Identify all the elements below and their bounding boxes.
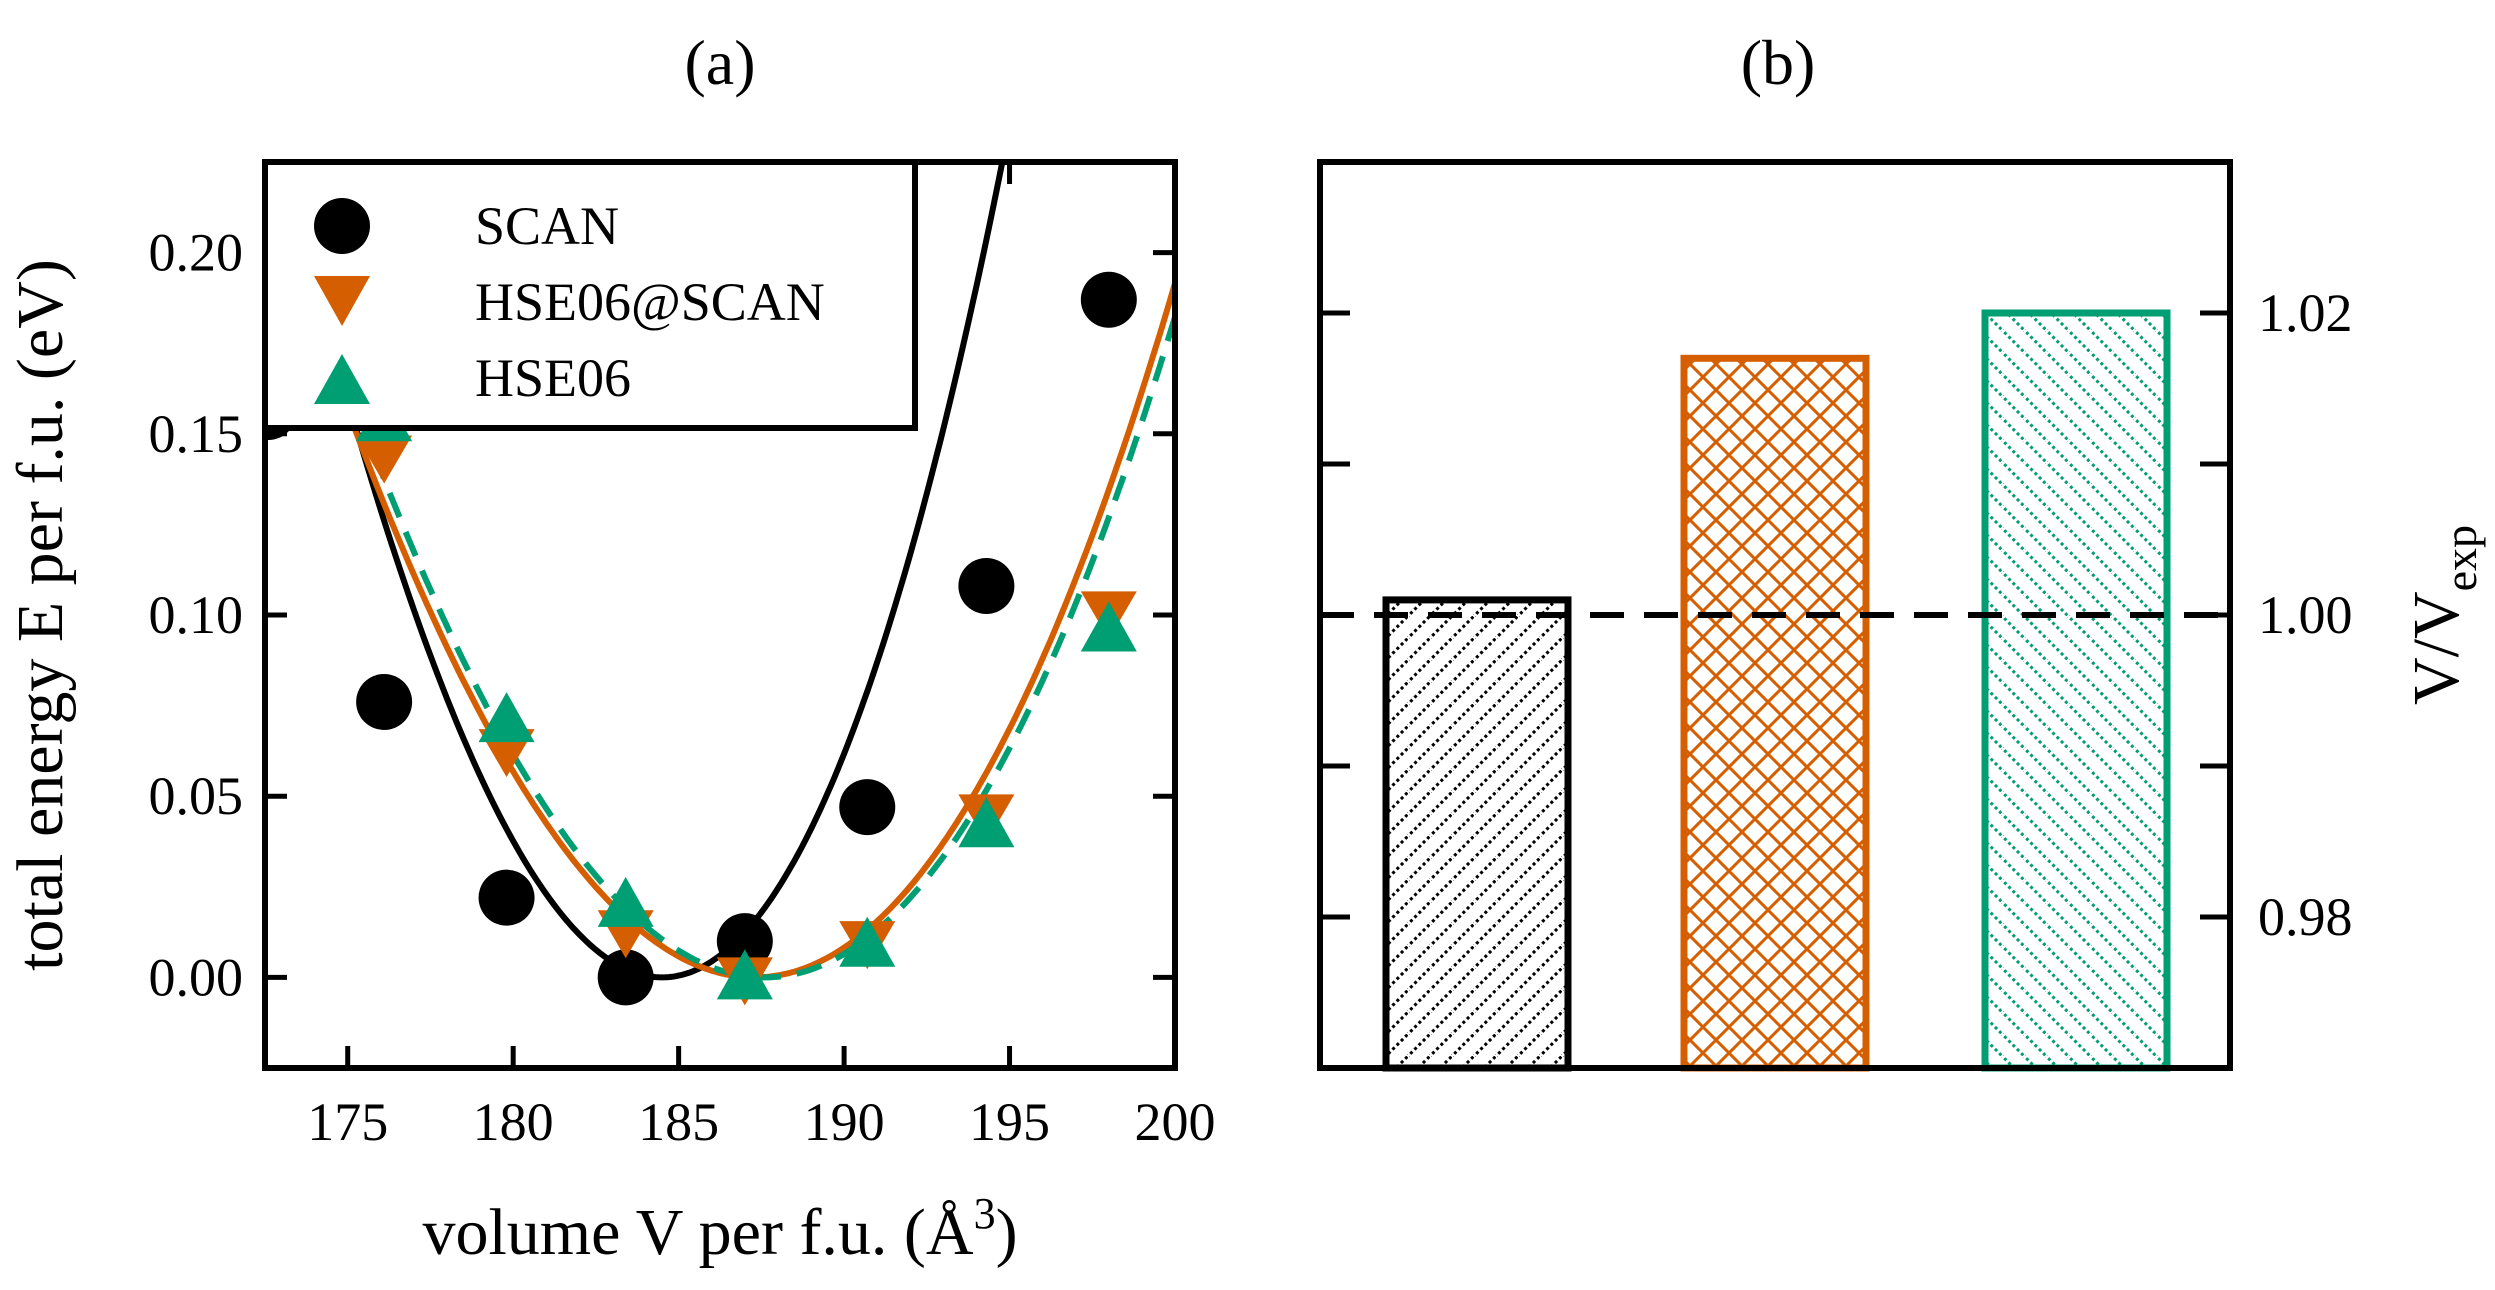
data-point-hse06 (839, 916, 896, 967)
x-tick-label: 200 (1135, 1092, 1216, 1152)
data-point-scan (716, 913, 773, 970)
legend-box (262, 159, 918, 431)
fit-curve-hse06 (269, 162, 1175, 981)
y-tick-label: 1.02 (2258, 283, 2353, 343)
data-point-scan (1080, 271, 1137, 328)
data-point-hse06 (597, 876, 654, 927)
x-tick-label: 190 (804, 1092, 885, 1152)
legend-marker-scan (314, 198, 370, 254)
data-point-scan (356, 673, 413, 730)
data-point-hse06 (1080, 601, 1137, 652)
data-point-scan (839, 779, 896, 836)
x-tick-label: 195 (969, 1092, 1050, 1152)
bar-hse06-at-scan (1680, 354, 1870, 1072)
y-tick-label: 0.05 (149, 766, 244, 826)
data-point-scan (958, 558, 1015, 615)
y-axis-ticks: 0.00 0.05 0.10 0.15 0.20 (149, 223, 1175, 1007)
legend-marker-hse06 (314, 354, 370, 404)
panel-b-volume-ratio: (b) 0.98 1.00 1.02 V/Vexp (1317, 27, 2486, 1072)
data-point-scan (597, 949, 654, 1006)
bars (1382, 309, 2171, 1072)
legend-label-hse06-at-scan: HSE06@SCAN (475, 272, 825, 332)
fit-curves (265, 162, 1175, 981)
data-point-scan (478, 869, 535, 926)
legend-marker-hse06-at-scan (314, 276, 370, 326)
data-point-hse06 (958, 797, 1015, 848)
data-point-hse06-at-scan (356, 435, 413, 484)
y-tick-label: 1.00 (2258, 585, 2353, 645)
x-tick-label: 185 (638, 1092, 719, 1152)
y-tick-label: 0.20 (149, 223, 244, 283)
data-point-hse06 (478, 692, 535, 743)
legend: SCAN HSE06@SCAN HSE06 (262, 159, 918, 431)
fit-curve-scan (281, 162, 1006, 981)
y-tick-label: 0.00 (149, 947, 244, 1007)
bar-hse06 (1981, 309, 2171, 1072)
x-axis-ticks: 175 180 185 190 195 200 (307, 162, 1216, 1152)
y-axis-title-b: V/Vexp (2400, 525, 2486, 705)
y-tick-label: 0.15 (149, 404, 244, 464)
legend-label-scan: SCAN (475, 196, 619, 256)
panel-a-energy-volume: (a) 175 180 185 190 195 200 0.000.050.100.150… (4, 27, 1216, 1269)
legend-label-hse06: HSE06 (475, 348, 631, 408)
y-axis-ticks-right: 0.98 1.00 1.02 (1320, 283, 2353, 947)
y-tick-label: 0.10 (149, 585, 244, 645)
x-axis-title-a: volume V per f.u. (Å3) (422, 1189, 1017, 1269)
y-axis-title-a: total energy E per f.u. (eV) (4, 259, 77, 971)
y-tick-label: 0.98 (2258, 887, 2353, 947)
x-tick-label: 180 (473, 1092, 554, 1152)
data-point-hse06 (716, 949, 773, 1000)
panel-a-label: (a) (684, 27, 755, 98)
bar-scan (1382, 596, 1572, 1072)
panel-b-label: (b) (1741, 27, 1816, 98)
x-tick-label: 175 (307, 1092, 388, 1152)
